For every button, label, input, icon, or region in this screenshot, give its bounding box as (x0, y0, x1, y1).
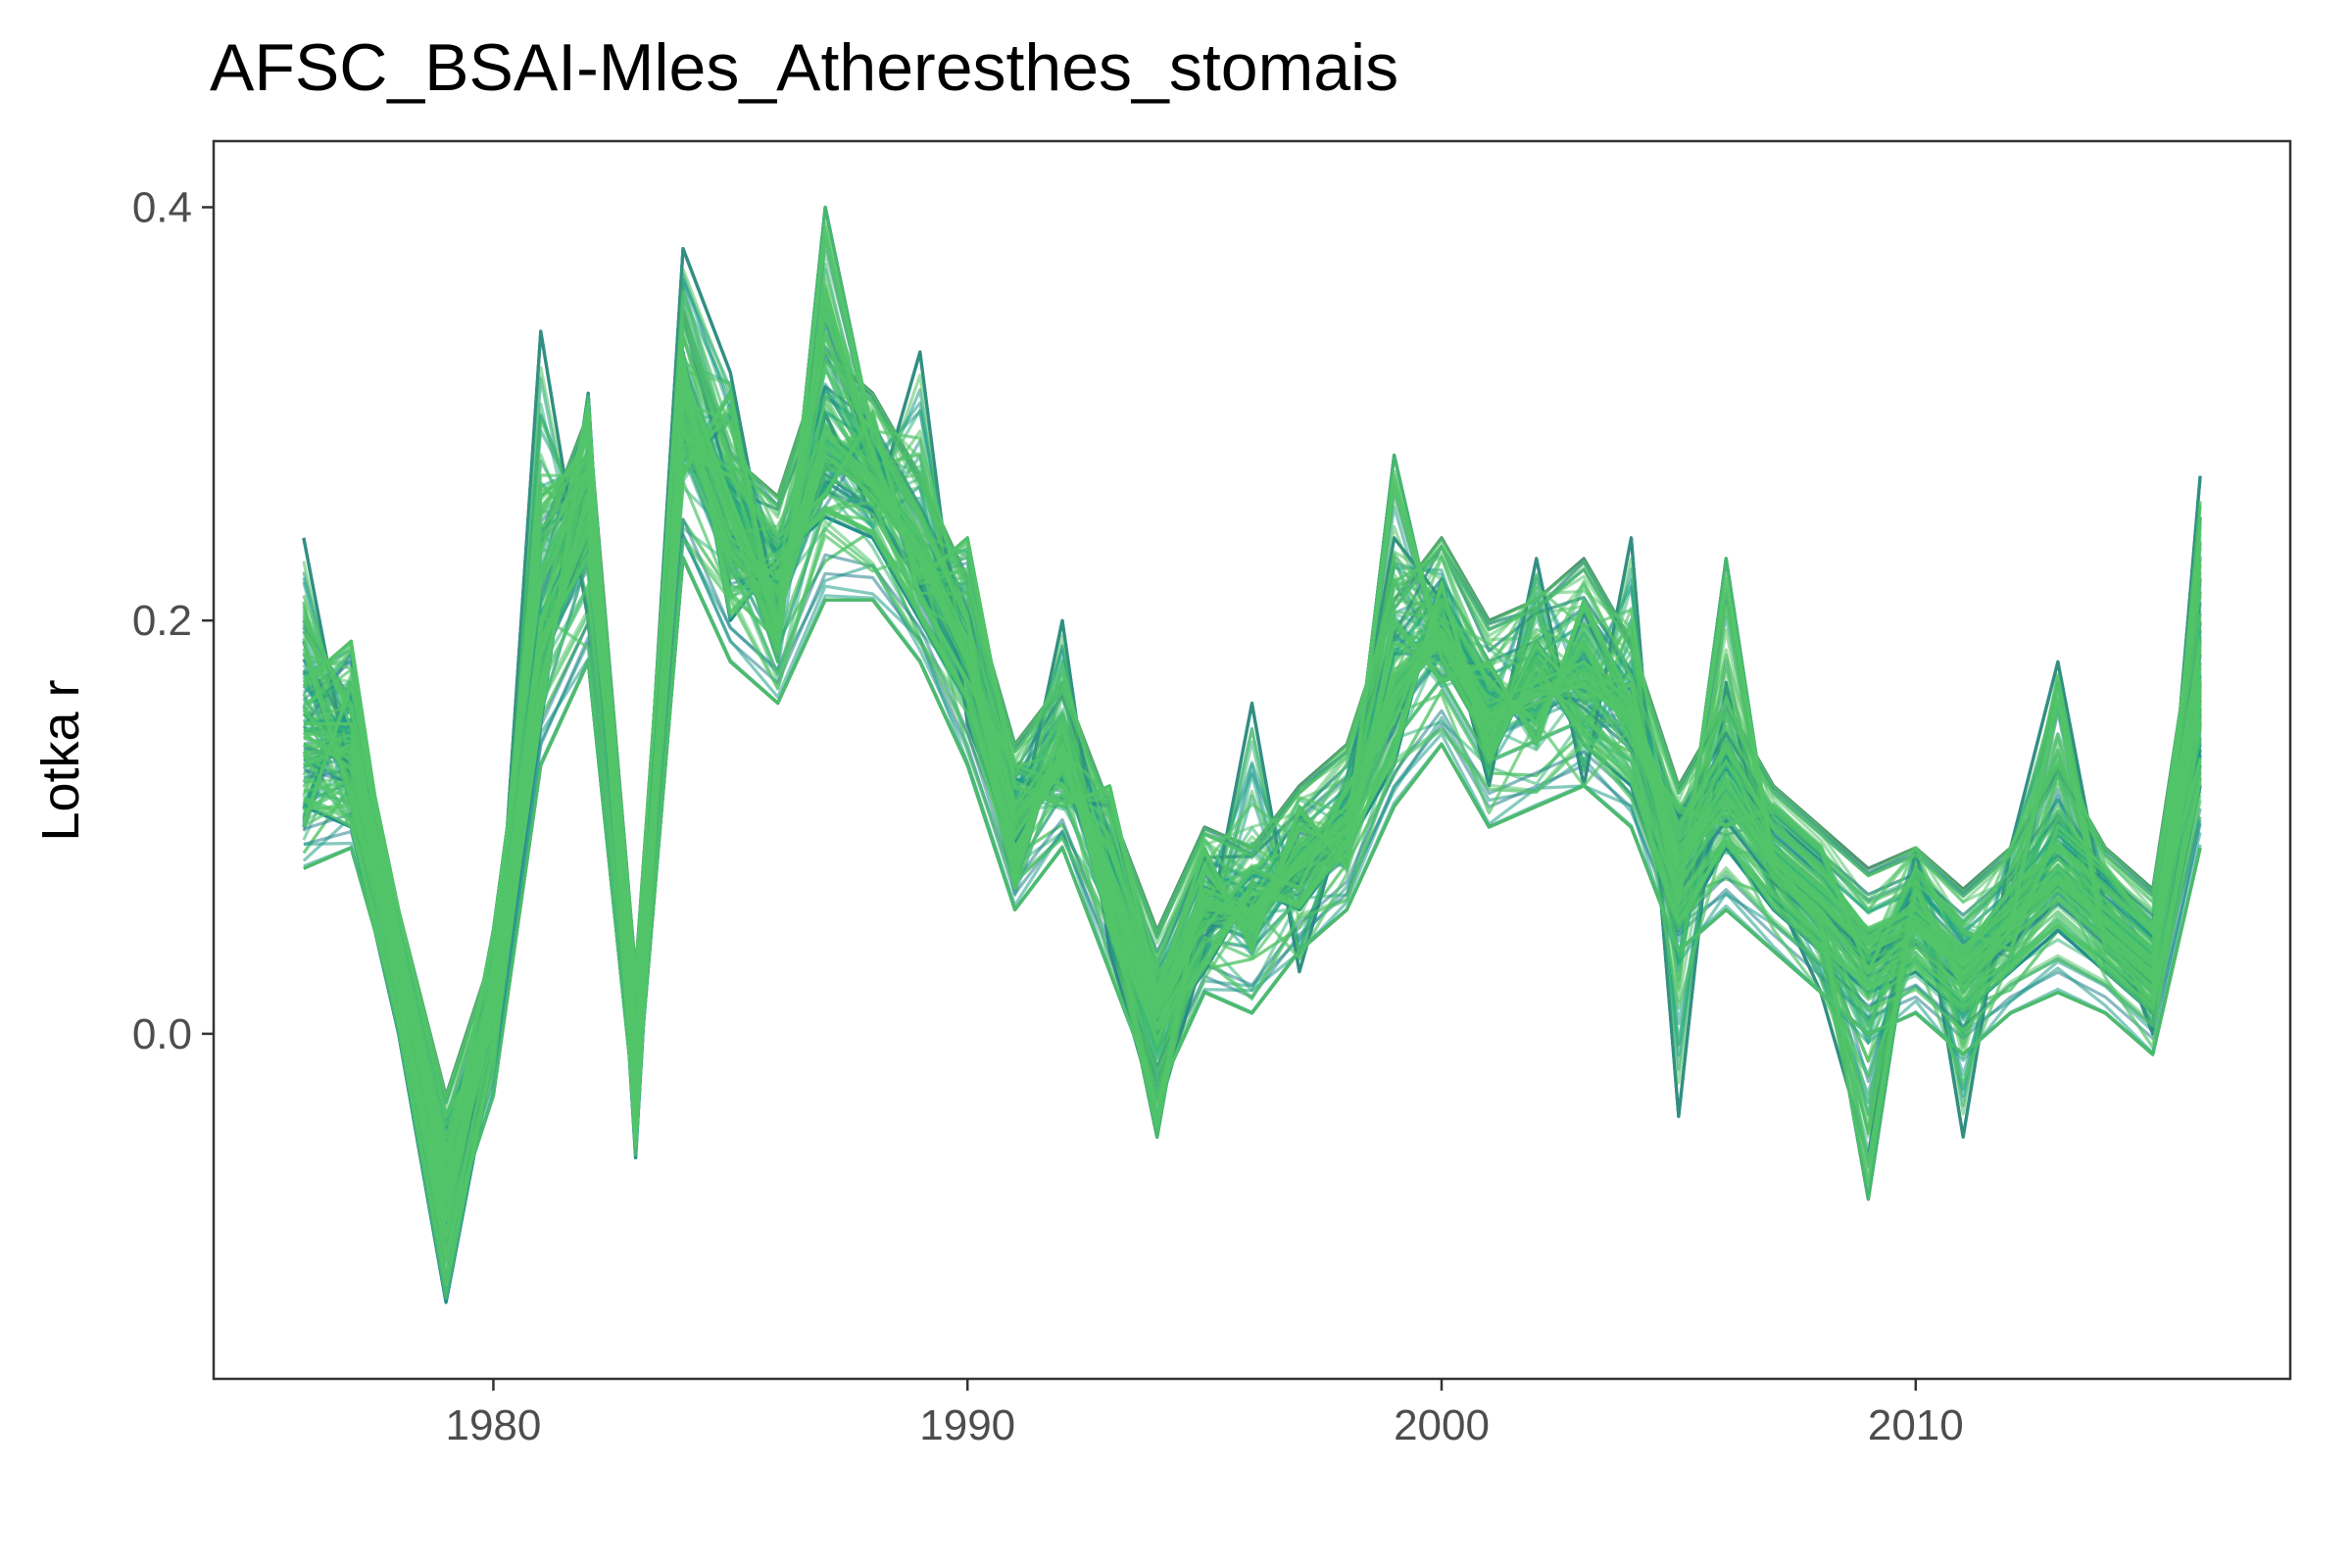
x-tick-label-2000: 2000 (1394, 1401, 1490, 1449)
ensemble-line-93 (302, 240, 2202, 1187)
chart-title: AFSC_BSAI-Mles_Atheresthes_stomais (210, 30, 1398, 105)
x-axis: 1980 1990 2000 2010 (445, 1379, 1964, 1449)
top-ensemble-line-25 (303, 557, 2202, 1243)
top-ensemble-line-39 (303, 389, 2202, 1185)
x-tick-label-1990: 1990 (919, 1401, 1015, 1449)
y-axis: 0.0 0.2 0.4 (132, 183, 214, 1058)
top-ensemble-line-4 (302, 225, 2202, 1178)
top-ensemble-line-21 (303, 479, 2202, 1188)
x-tick-label-2010: 2010 (1868, 1401, 1964, 1449)
top-ensemble-line-40 (302, 418, 2202, 1127)
top-ensemble-line-34 (303, 316, 2202, 1155)
plot-panel-border (212, 139, 2292, 1381)
y-tick-label-0.0: 0.0 (132, 1010, 192, 1058)
y-tick-label-0.2: 0.2 (132, 597, 192, 645)
top-ensemble-line-8 (302, 221, 2202, 1171)
y-tick-label-0.4: 0.4 (132, 183, 192, 231)
top-ensemble-line-22 (302, 319, 2202, 1103)
ensemble-line-140 (302, 232, 2202, 1165)
series-lines (302, 205, 2202, 1304)
x-tick-label-1980: 1980 (445, 1401, 541, 1449)
y-axis-title: Lotka r (31, 679, 90, 841)
